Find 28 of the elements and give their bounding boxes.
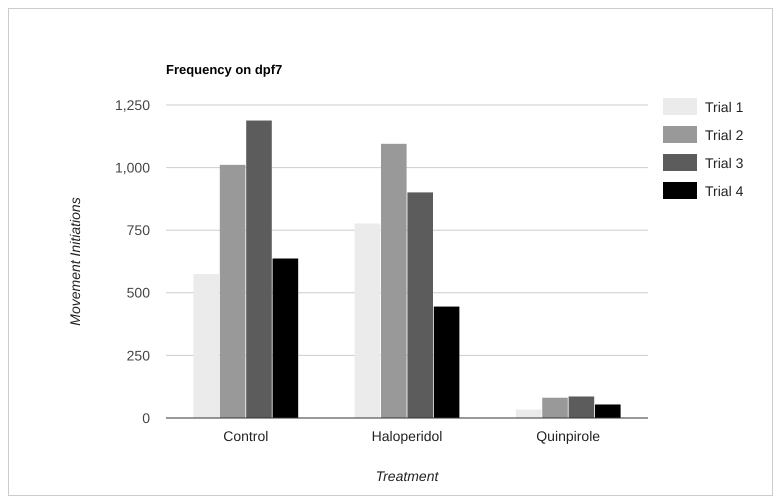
bar [381,144,407,418]
bar [434,306,460,418]
y-tick-label: 1,250 [114,96,150,113]
bar [272,258,298,418]
bar [407,192,433,418]
y-axis-title: Movement Initiations [67,197,83,326]
chart-title: Frequency on dpf7 [166,62,282,77]
bar [568,396,594,418]
bar [246,120,272,418]
bar [354,223,380,418]
y-tick-label: 500 [126,284,150,301]
legend-label: Trial 4 [705,182,744,199]
legend-label: Trial 1 [705,98,744,115]
bar [516,409,542,418]
x-tick-label: Control [223,428,268,444]
bar [220,164,246,418]
y-tick-label: 250 [126,347,150,364]
legend-label: Trial 2 [705,126,744,143]
bar [542,398,568,418]
y-tick-label: 750 [126,222,150,238]
y-tick-label: 1,000 [114,160,150,176]
legend-label: Trial 3 [705,154,744,171]
x-axis-title: Treatment [376,468,440,484]
y-tick-label: 0 [142,410,150,426]
bar [594,404,621,418]
bar [193,274,220,418]
x-tick-label: Haloperidol [372,428,442,444]
x-tick-label: Quinpirole [536,428,600,444]
